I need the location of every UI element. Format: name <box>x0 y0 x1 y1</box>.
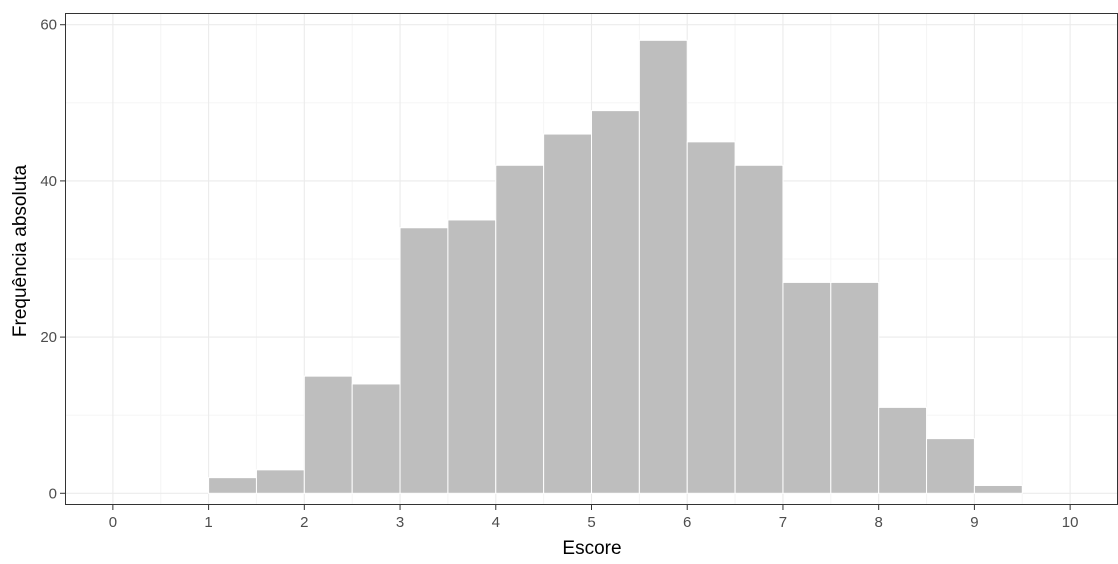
x-tick-label: 10 <box>1062 514 1079 531</box>
histogram-bar <box>495 164 545 494</box>
histogram-bar <box>591 110 640 494</box>
x-tick-label: 0 <box>109 514 117 531</box>
y-axis-ticks: 0 20 40 60 <box>40 17 65 502</box>
histogram-bar <box>351 383 401 494</box>
histogram-bar <box>686 141 736 494</box>
histogram-bar <box>399 227 449 494</box>
x-axis-ticks: 0 1 2 3 4 5 6 7 8 9 10 <box>109 505 1079 531</box>
y-tick-label: 60 <box>40 17 57 34</box>
histogram-bar <box>638 39 688 494</box>
x-tick-label: 9 <box>970 514 978 531</box>
x-tick-label: 4 <box>492 514 500 531</box>
x-tick-label: 8 <box>875 514 883 531</box>
x-tick-label: 1 <box>204 514 212 531</box>
x-tick-label: 3 <box>396 514 404 531</box>
histogram-bar <box>303 375 353 494</box>
histogram-bar <box>973 484 1023 494</box>
x-tick-label: 6 <box>683 514 691 531</box>
y-tick-label: 20 <box>40 329 57 346</box>
histogram-bar <box>447 219 497 494</box>
histogram-bar <box>878 406 928 494</box>
histogram-bar <box>543 133 592 494</box>
y-tick-label: 0 <box>49 485 57 502</box>
histogram-bar <box>782 281 832 494</box>
histogram-bar <box>734 164 784 494</box>
histogram-bar <box>926 438 975 494</box>
x-tick-label: 5 <box>587 514 595 531</box>
histogram-bar <box>255 469 305 494</box>
x-tick-label: 2 <box>300 514 308 531</box>
y-axis-title: Frequência absoluta <box>10 164 31 337</box>
histogram-bars <box>208 39 1023 494</box>
x-tick-label: 7 <box>779 514 787 531</box>
histogram-bar <box>830 281 880 494</box>
y-tick-label: 40 <box>40 173 57 190</box>
histogram-bar <box>208 477 257 494</box>
x-axis-title: Escore <box>562 538 621 559</box>
